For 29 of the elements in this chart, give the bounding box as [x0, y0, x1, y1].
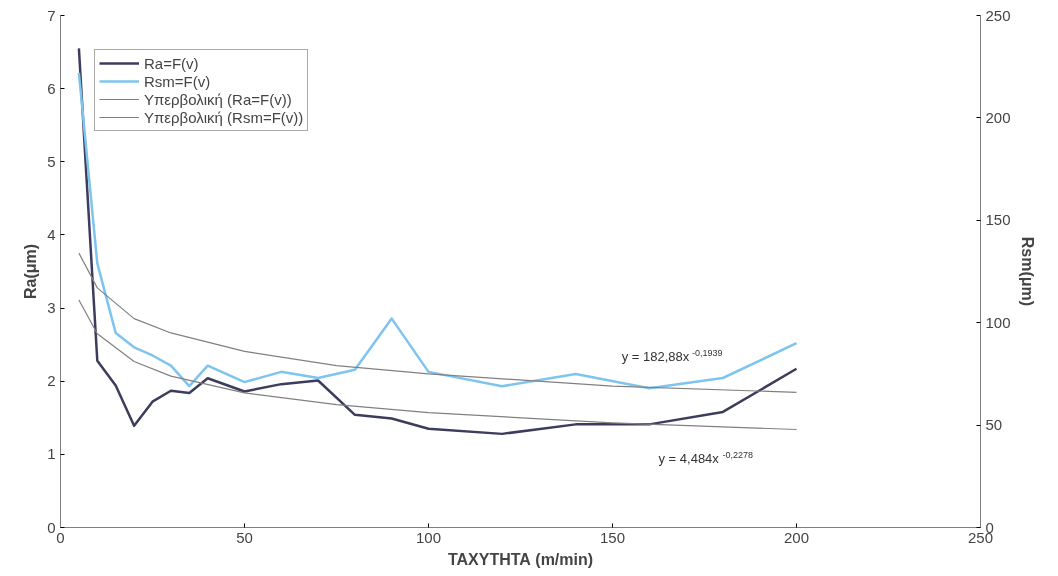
y-tick-label: 5: [47, 152, 56, 170]
legend-label: Rsm=F(v): [144, 72, 211, 90]
x-tick-label: 150: [599, 528, 626, 546]
legend-label: Υπερβολική (Ra=F(v)): [144, 90, 292, 108]
line-series: [77, 47, 798, 436]
y2-tick-label: 250: [985, 6, 1011, 24]
legend-label: Ra=F(v): [144, 54, 199, 72]
y-tick-label: 6: [47, 79, 56, 97]
y-tick-label: 1: [47, 445, 56, 463]
line-series: [78, 299, 798, 431]
y-axis-title: Ra(μm): [22, 243, 40, 300]
annotation: y = 182,88x-0,1939: [621, 347, 723, 364]
line-series: [77, 71, 798, 390]
legend-label: Υπερβολική (Rsm=F(v)): [144, 108, 304, 126]
x-tick-label: 200: [783, 528, 810, 546]
y2-tick-label: 150: [985, 211, 1011, 229]
x-axis-title: ΤΑΧΥΤΗΤΑ (m/min): [447, 550, 594, 568]
line-series: [78, 252, 798, 393]
x-tick-label: 100: [415, 528, 442, 546]
y-tick-label: 3: [47, 299, 56, 317]
annotation: y = 4,484x-0,2278: [658, 450, 754, 467]
y2-tick-label: 100: [985, 313, 1011, 331]
y2-tick-label: 200: [985, 108, 1011, 126]
y2-tick-label: 50: [985, 416, 1003, 434]
y2-axis-title: Rsm(μm): [1018, 236, 1036, 307]
x-tick-label: 50: [236, 528, 253, 546]
y-tick-label: 7: [47, 6, 56, 24]
y-tick-label: 2: [47, 372, 56, 390]
y-tick-label: 4: [47, 225, 56, 243]
